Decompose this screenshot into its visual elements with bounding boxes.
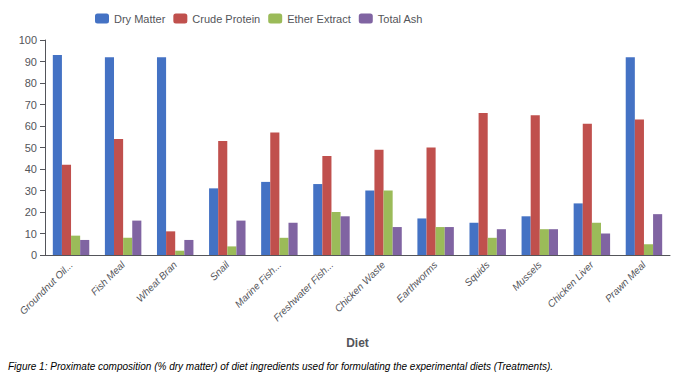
svg-text:Squids: Squids xyxy=(462,259,491,288)
svg-text:80: 80 xyxy=(25,77,37,89)
svg-text:Crude Protein: Crude Protein xyxy=(192,13,260,25)
svg-text:Groundnut Oil...: Groundnut Oil... xyxy=(17,259,75,317)
svg-text:10: 10 xyxy=(25,228,37,240)
svg-text:Chicken Liver: Chicken Liver xyxy=(545,259,596,310)
svg-text:70: 70 xyxy=(25,99,37,111)
svg-text:Figure 1: Proximate compositio: Figure 1: Proximate composition (% dry m… xyxy=(8,361,553,372)
svg-text:Freshwater Fish...: Freshwater Fish... xyxy=(271,259,335,323)
svg-text:Fish Meal: Fish Meal xyxy=(89,259,128,298)
svg-text:Ether Extract: Ether Extract xyxy=(287,13,351,25)
svg-text:0: 0 xyxy=(31,249,37,261)
svg-text:Diet: Diet xyxy=(346,336,369,350)
svg-text:60: 60 xyxy=(25,120,37,132)
svg-text:40: 40 xyxy=(25,163,37,175)
svg-text:50: 50 xyxy=(25,142,37,154)
svg-text:Chicken Waste: Chicken Waste xyxy=(332,259,387,314)
svg-text:20: 20 xyxy=(25,206,37,218)
svg-text:Mussels: Mussels xyxy=(510,259,544,293)
svg-text:Earthworms: Earthworms xyxy=(394,259,439,304)
svg-text:90: 90 xyxy=(25,56,37,68)
svg-text:100: 100 xyxy=(19,34,37,46)
svg-text:Total Ash: Total Ash xyxy=(378,13,423,25)
svg-text:Dry Matter: Dry Matter xyxy=(114,13,166,25)
svg-text:Wheat Bran: Wheat Bran xyxy=(134,259,179,304)
svg-text:Prawn Meal: Prawn Meal xyxy=(603,259,649,305)
svg-text:Marine Fish...: Marine Fish... xyxy=(233,259,284,310)
svg-text:30: 30 xyxy=(25,185,37,197)
svg-text:Snail: Snail xyxy=(208,259,232,283)
